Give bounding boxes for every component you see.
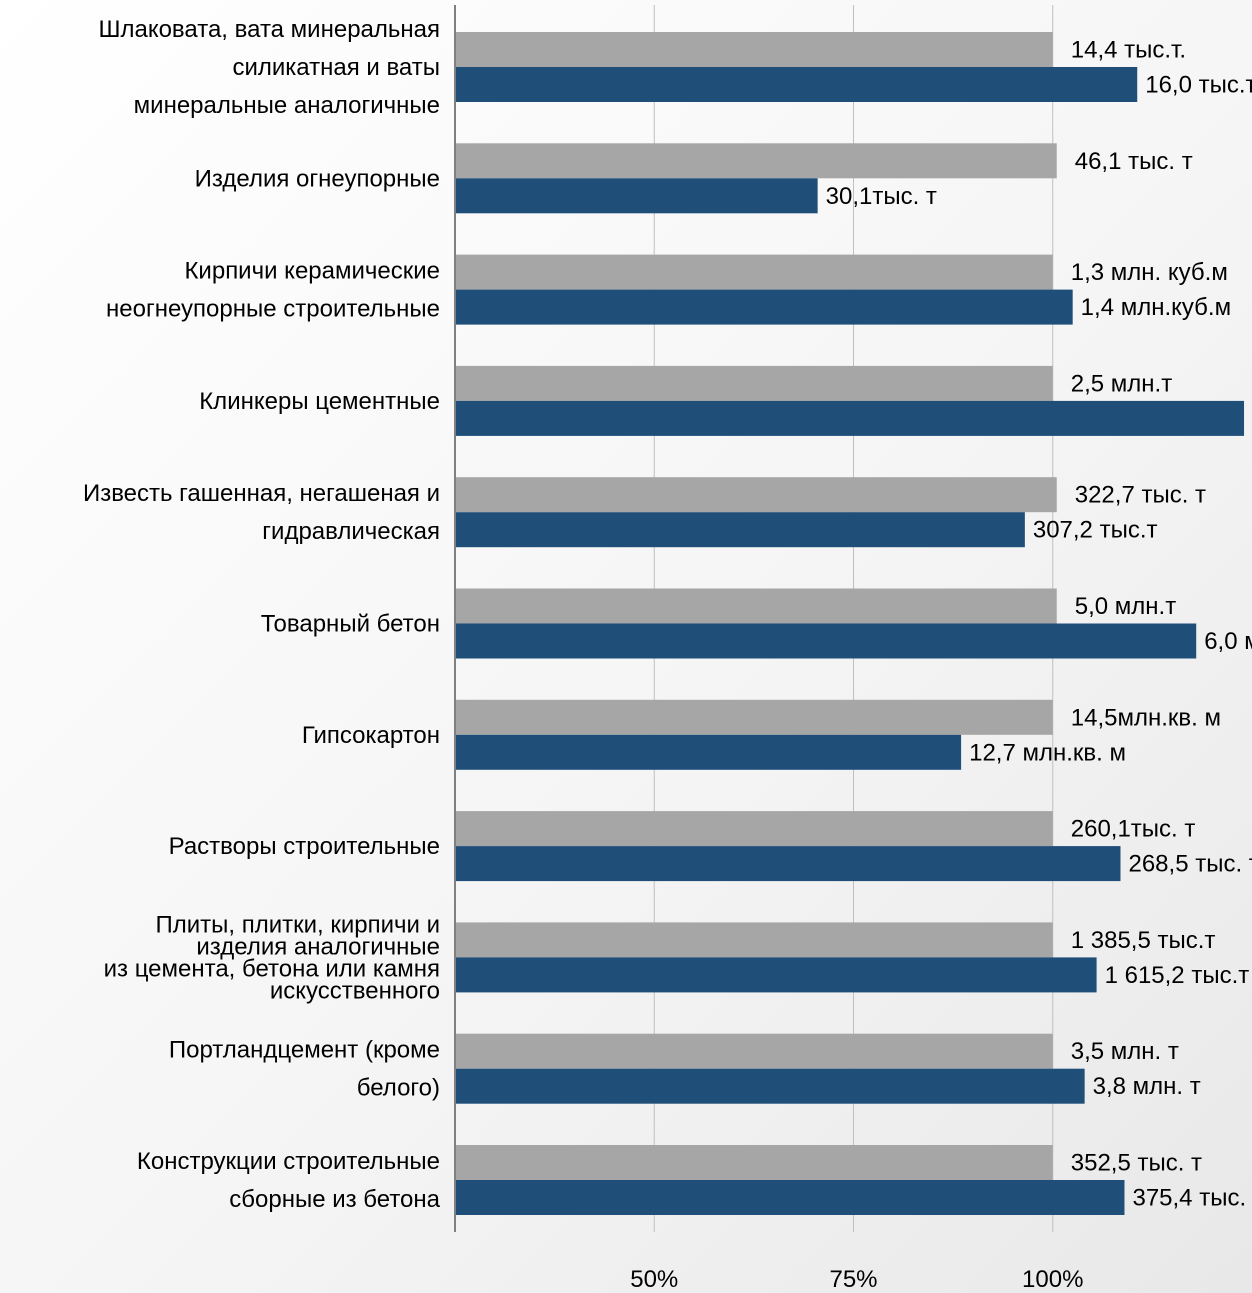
bar-prev-year	[455, 254, 1053, 290]
bar-value-label-current: 3,8 млн. т	[1093, 1073, 1201, 1100]
category-label: Портландцемент (кроме белого)	[169, 1037, 440, 1102]
bar-current-year	[455, 957, 1097, 993]
x-tick-label: 100%	[1022, 1266, 1083, 1293]
category-label-line: Растворы строительные	[169, 833, 440, 860]
bar-prev-year	[455, 811, 1053, 847]
bar-value-label-prev: 2,5 млн.т	[1071, 370, 1172, 397]
category-label: Кирпичи керамические неогнеупорные строит…	[106, 258, 440, 323]
category-label-line: Товарный бетон	[261, 611, 440, 638]
bar-prev-year	[455, 699, 1053, 735]
bars	[455, 32, 1245, 1215]
category-label: Клинкеры цементные	[199, 388, 440, 415]
bar-value-label-current: 16,0 тыс.т.	[1145, 72, 1252, 99]
category-label-line: Известь гашенная, негашеная и	[83, 480, 440, 507]
category-label-line: Шлаковата, вата минеральная	[98, 16, 440, 43]
bar-prev-year	[455, 143, 1057, 179]
bar-current-year	[455, 400, 1245, 436]
category-label: Изделия огнеупорные	[195, 165, 440, 192]
bar-prev-year	[455, 365, 1053, 401]
bar-value-labels: 14,4 тыс.т. 16,0 тыс.т. 46,1 тыс. т 30,1тыс…	[826, 37, 1252, 1212]
category-label-line: белого)	[357, 1075, 440, 1102]
bar-value-label-prev: 3,5 млн. т	[1071, 1038, 1179, 1065]
category-label-line: Кирпичи керамические	[184, 258, 440, 285]
category-label-line: гидравлическая	[262, 518, 440, 545]
bar-current-year	[455, 846, 1121, 882]
bar-prev-year	[455, 588, 1057, 624]
bar-value-label-prev: 14,5млн.кв. м	[1071, 704, 1221, 731]
bar-value-label-prev: 5,0 млн.т	[1075, 593, 1176, 620]
category-label: Гипсокартон	[302, 722, 440, 749]
bar-value-label-prev: 260,1тыс. т	[1071, 816, 1196, 843]
category-label: Известь гашенная, негашеная и гидравличес…	[83, 480, 440, 545]
bar-value-label-current: 30,1тыс. т	[826, 183, 937, 210]
category-label-line: силикатная и ваты	[232, 54, 440, 81]
bar-value-label-current: 375,4 тыс. т	[1132, 1185, 1252, 1212]
bar-current-year	[455, 623, 1197, 659]
bar-current-year	[455, 512, 1025, 548]
category-label: Шлаковата, вата минеральная силикатная и …	[98, 16, 440, 119]
category-label-line: из цемента, бетона или камня	[104, 955, 440, 982]
category-label-line: Плиты, плитки, кирпичи и	[155, 911, 440, 938]
bar-value-label-current: 6,0 млн.т	[1204, 628, 1252, 655]
bar-prev-year	[455, 1033, 1053, 1069]
category-label-line: искусственного	[270, 977, 440, 1004]
x-tick-label: 50%	[630, 1266, 678, 1293]
bar-prev-year	[455, 477, 1057, 513]
bar-value-label-prev: 1,3 млн. куб.м	[1071, 259, 1228, 286]
bar-current-year	[455, 289, 1073, 325]
bar-value-label-prev: 1 385,5 тыс.т	[1071, 927, 1216, 954]
bar-prev-year	[455, 1145, 1053, 1180]
bar-value-label-prev: 352,5 тыс. т	[1071, 1150, 1202, 1177]
category-label: Товарный бетон	[261, 611, 440, 638]
category-label-line: Изделия огнеупорные	[195, 165, 440, 192]
bar-current-year	[455, 1068, 1085, 1104]
bar-value-label-current: 268,5 тыс. т	[1128, 851, 1252, 878]
category-label-line: Портландцемент (кроме	[169, 1037, 440, 1064]
category-label-line: сборные из бетона	[229, 1186, 440, 1213]
bar-prev-year	[455, 32, 1053, 67]
bar-value-label-current: 307,2 тыс.т	[1033, 517, 1158, 544]
bar-value-label-prev: 322,7 тыс. т	[1075, 482, 1206, 509]
bar-current-year	[455, 734, 962, 770]
bar-value-label-current: 1,4 млн.куб.м	[1081, 294, 1231, 321]
category-label-line: минеральные аналогичные	[134, 92, 440, 119]
category-label-line: Клинкеры цементные	[199, 388, 440, 415]
category-label-line: изделия аналогичные	[196, 933, 440, 960]
bar-value-label-current: 1 615,2 тыс.т	[1105, 962, 1250, 989]
category-label: Плиты, плитки, кирпичи и изделия аналогич…	[104, 911, 440, 1004]
category-label-line: неогнеупорные строительные	[106, 296, 440, 323]
bar-value-label-prev: 46,1 тыс. т	[1075, 148, 1193, 175]
x-tick-labels: 50% 75% 100%	[630, 1266, 1083, 1293]
bar-current-year	[455, 178, 818, 214]
category-labels: Шлаковата, вата минеральная силикатная и …	[83, 16, 441, 1213]
bar-prev-year	[455, 922, 1053, 958]
category-label: Конструкции строительные сборные из бетон…	[137, 1148, 441, 1213]
bar-current-year	[455, 67, 1138, 102]
x-tick-label: 75%	[829, 1266, 877, 1293]
bar-value-label-current: 12,7 млн.кв. м	[969, 739, 1126, 766]
bar-current-year	[455, 1180, 1125, 1215]
category-label-line: Гипсокартон	[302, 722, 440, 749]
bar-value-label-prev: 14,4 тыс.т.	[1071, 37, 1186, 64]
category-label-line: Конструкции строительные	[137, 1148, 440, 1175]
category-label: Растворы строительные	[169, 833, 440, 860]
